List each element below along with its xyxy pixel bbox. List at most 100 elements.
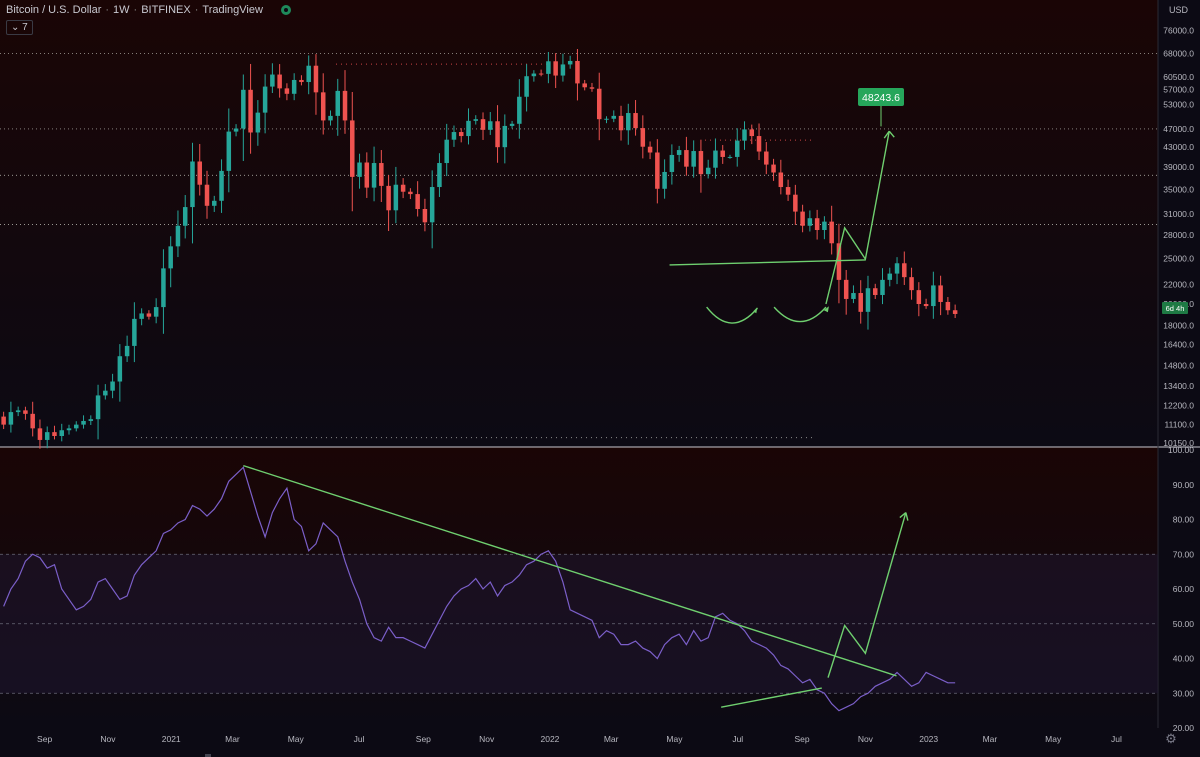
candle-body xyxy=(655,152,660,189)
rsi-line xyxy=(3,466,956,712)
header-separator: · xyxy=(133,4,138,16)
candle-body xyxy=(618,115,624,131)
study-count-toggle[interactable]: ⌄ 7 xyxy=(6,20,33,35)
candle-body xyxy=(270,74,275,87)
candle-body xyxy=(350,120,355,177)
candle-body xyxy=(480,119,486,130)
candle-body xyxy=(611,115,617,119)
scrollbar-handle xyxy=(205,754,211,757)
candle-body xyxy=(241,89,246,129)
price-axis-tick-label: 43000.0 xyxy=(1163,142,1194,152)
candle-body xyxy=(37,428,43,440)
candle-body xyxy=(785,187,791,195)
candle-body xyxy=(429,187,435,223)
interval-label[interactable]: 1W xyxy=(113,4,130,16)
candle-body xyxy=(408,191,413,195)
candle-body xyxy=(291,79,297,94)
candle-body xyxy=(713,150,718,168)
candle-body xyxy=(44,432,50,440)
candle-body xyxy=(756,136,762,152)
candle-body xyxy=(793,194,798,212)
time-axis-tick-label: 2022 xyxy=(540,734,559,744)
time-axis-background xyxy=(0,728,1200,757)
countdown-badge xyxy=(1162,302,1188,314)
candle-body xyxy=(727,156,733,158)
header-separator: · xyxy=(194,4,199,16)
candle-body xyxy=(393,184,399,211)
symbol-name[interactable]: Bitcoin / U.S. Dollar xyxy=(6,4,102,16)
candle-body xyxy=(342,90,348,121)
candle-body xyxy=(814,218,820,231)
candle-body xyxy=(734,140,740,157)
candle-body xyxy=(23,410,28,414)
candle-body xyxy=(197,161,202,185)
candle-body xyxy=(415,194,420,209)
exchange-label: BITFINEX xyxy=(141,4,191,16)
candle-body xyxy=(262,86,268,113)
candle-body xyxy=(117,356,123,382)
time-axis-tick-label: Mar xyxy=(604,734,619,744)
time-axis-tick-label: Nov xyxy=(858,734,874,744)
candle-body xyxy=(175,225,181,247)
time-axis-tick-label: Sep xyxy=(416,734,431,744)
candle-body xyxy=(916,290,922,304)
candle-body xyxy=(517,96,522,124)
price-axis-tick-label: 22000.0 xyxy=(1163,279,1194,289)
candle-body xyxy=(299,79,304,83)
candle-body xyxy=(662,171,667,189)
rsi-axis-tick-label: 70.00 xyxy=(1173,549,1195,559)
candle-body xyxy=(880,279,885,295)
candle-body xyxy=(386,185,391,211)
candle-body xyxy=(66,428,72,431)
price-axis-tick-label: 53000.0 xyxy=(1163,99,1194,109)
candle-body xyxy=(887,273,893,280)
eye-icon[interactable] xyxy=(280,5,291,15)
candle-body xyxy=(74,424,79,429)
time-axis-tick-label: May xyxy=(288,734,305,744)
candle-body xyxy=(596,88,602,120)
candle-body xyxy=(371,163,377,188)
price-axis-tick-label: 57000.0 xyxy=(1163,84,1194,94)
candle-body xyxy=(1,416,6,425)
candle-body xyxy=(364,162,370,188)
study-count: 7 xyxy=(22,22,28,33)
currency-label[interactable]: USD xyxy=(1168,5,1188,15)
arrow-head xyxy=(753,307,758,314)
candle-body xyxy=(872,288,878,295)
candle-body xyxy=(684,150,689,167)
candle-body xyxy=(546,61,551,74)
price-axis-tick-label: 60500.0 xyxy=(1163,72,1194,82)
chevron-down-icon: ⌄ xyxy=(11,22,20,33)
time-axis-tick-label: Nov xyxy=(100,734,116,744)
time-axis-tick-label: May xyxy=(1045,734,1062,744)
time-axis-tick-label: May xyxy=(666,734,683,744)
candle-body xyxy=(800,211,805,226)
price-axis-tick-label: 14800.0 xyxy=(1163,361,1194,371)
candle-body xyxy=(161,268,166,308)
candle-body xyxy=(633,113,638,129)
price-axis-tick-label: 18000.0 xyxy=(1163,321,1194,331)
candle-body xyxy=(720,150,725,157)
target-price-text: 48243.6 xyxy=(862,92,900,104)
candle-body xyxy=(909,277,914,291)
price-axis-tick-label: 35000.0 xyxy=(1163,184,1194,194)
candle-body xyxy=(771,164,776,173)
candle-body xyxy=(139,313,144,319)
candle-body xyxy=(328,115,333,121)
candle-body xyxy=(647,146,653,153)
candle-body xyxy=(30,413,35,429)
gear-icon[interactable]: ⚙ xyxy=(1165,731,1177,746)
price-axis-tick-label: 12200.0 xyxy=(1163,400,1194,410)
candle-body xyxy=(466,120,471,137)
price-axis-tick-label: 11100.0 xyxy=(1165,420,1195,430)
candle-body xyxy=(226,131,232,171)
candle-body xyxy=(938,285,943,302)
candle-body xyxy=(691,151,696,167)
candle-body xyxy=(110,381,115,391)
rsi-divergence-line xyxy=(721,687,822,708)
rsi-trendline xyxy=(243,464,897,677)
time-axis-tick-label: Mar xyxy=(983,734,998,744)
candle-body xyxy=(277,74,282,89)
